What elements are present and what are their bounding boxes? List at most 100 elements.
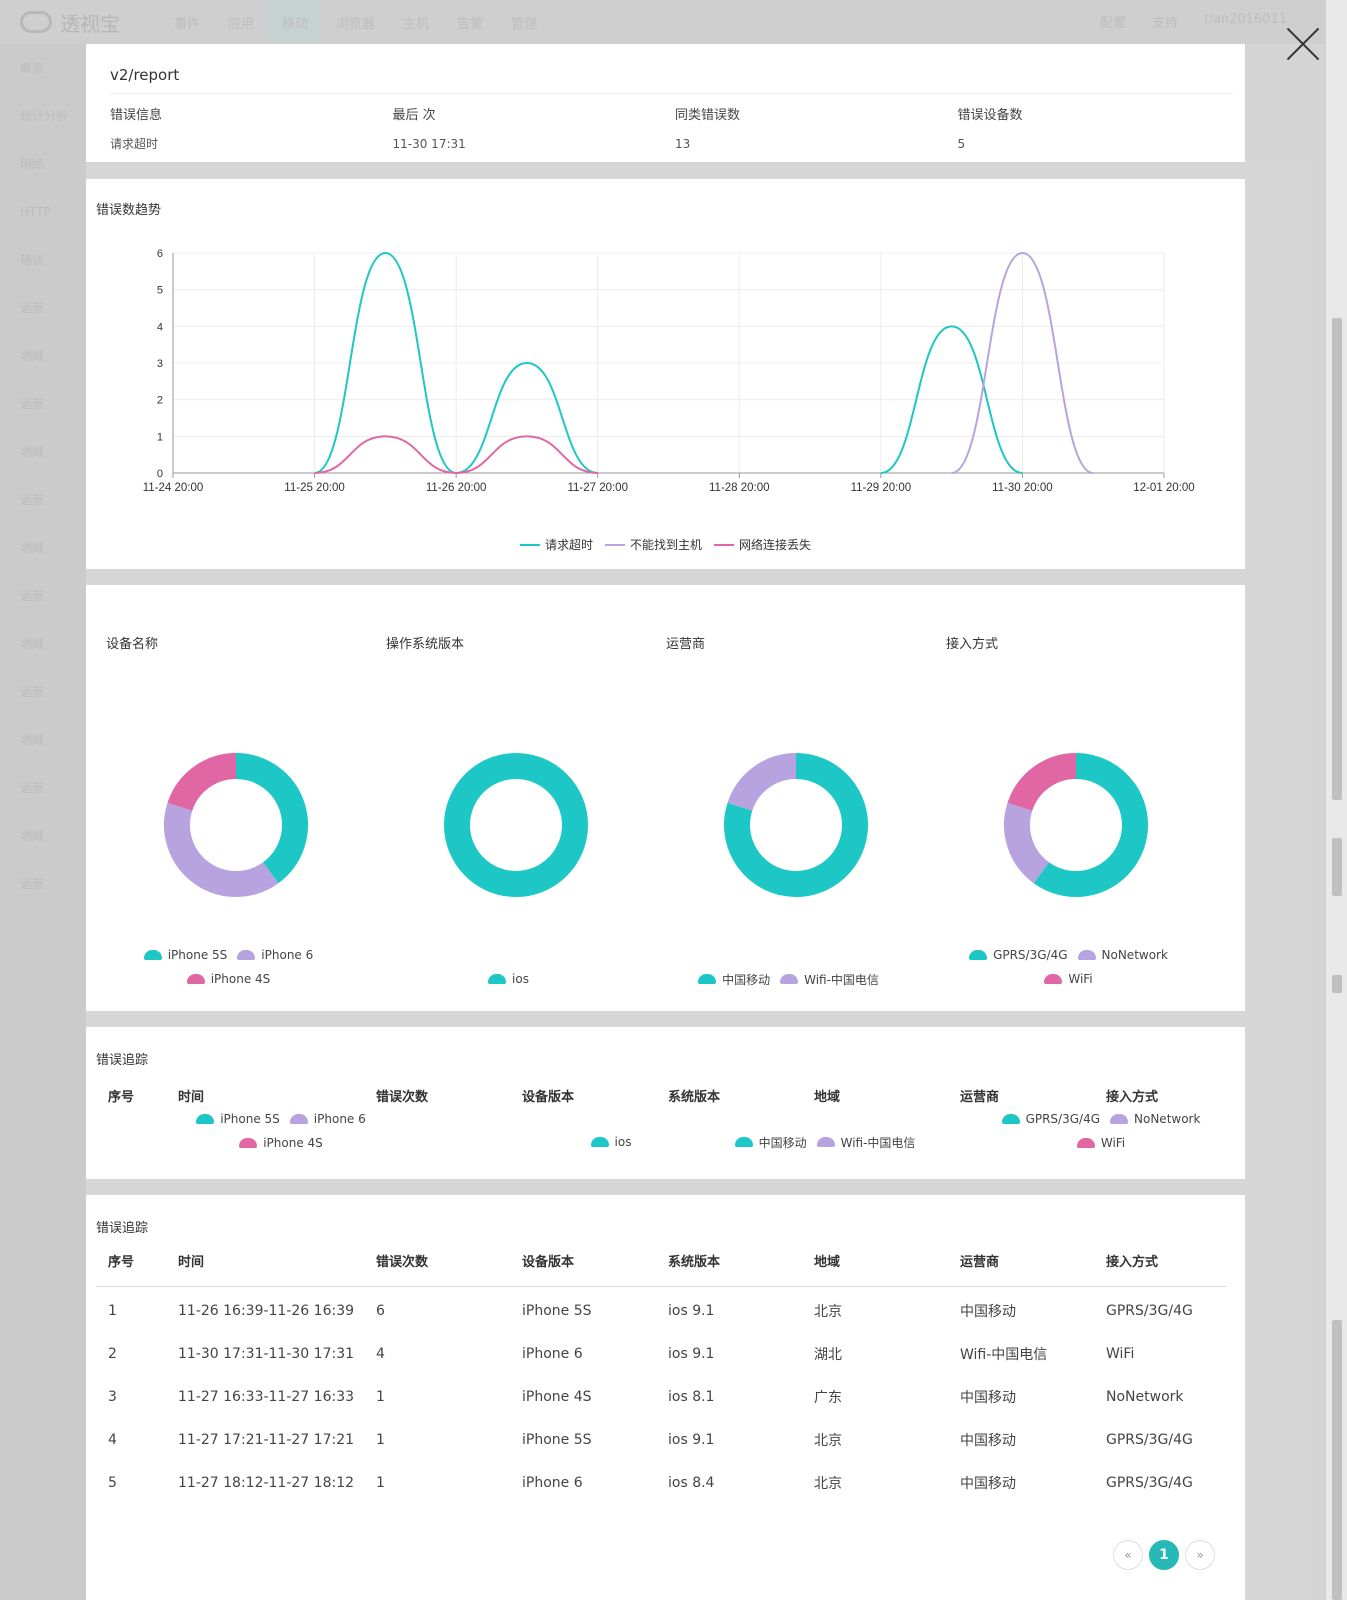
table-header-cell[interactable]: 系统版本	[668, 1090, 721, 1105]
table-cell: 11-27 17:21-11-27 17:21	[178, 1431, 355, 1448]
page-scrollbar[interactable]	[1325, 0, 1347, 1600]
donut-legend-item[interactable]: 中国移动	[734, 1130, 807, 1154]
donut-legend-item[interactable]: NoNetwork	[1077, 943, 1168, 967]
close-icon[interactable]	[1285, 25, 1321, 61]
donut-column: 操作系统版本 ios	[366, 585, 651, 1011]
donut-legend-item[interactable]: iPhone 6	[237, 943, 313, 967]
table-header-cell[interactable]: 接入方式	[1106, 1255, 1159, 1270]
donut-column: 运营商 中国移动 Wifi-中国电信	[646, 585, 931, 1011]
table-row[interactable]: 5 11-27 18:12-11-27 18:12 1 iPhone 6 ios 8.4…	[96, 1461, 1226, 1504]
donut-chart	[724, 753, 868, 897]
background-user-menu: 配置 支持 tian2016011	[1100, 12, 1287, 31]
y-tick-label: 1	[157, 431, 163, 443]
scrollbar-thumb-lower[interactable]	[1332, 1320, 1342, 1600]
background-nav-item: 主机	[403, 16, 430, 32]
donut-legend-item[interactable]: 中国移动	[698, 967, 770, 991]
table-header-cell[interactable]: 接入方式	[1106, 1090, 1159, 1105]
donut-slice	[235, 753, 308, 884]
scrollbar-thumb-tertiary[interactable]	[1332, 975, 1342, 993]
table-header-cell[interactable]: 运营商	[960, 1255, 1000, 1270]
table-header-cell[interactable]: 错误次数	[376, 1090, 429, 1105]
legend-swatch-icon	[780, 974, 799, 984]
background-sidebar-item: 地域	[20, 637, 45, 651]
scrollbar-thumb[interactable]	[1332, 318, 1342, 800]
donut-legend-item[interactable]: iPhone 5S	[196, 1107, 280, 1131]
donut-legend-item[interactable]: iPhone 6	[289, 1107, 366, 1131]
header-column-value: 11-30 17:31	[392, 137, 466, 151]
legend-swatch-icon	[1001, 1114, 1020, 1124]
y-tick-label: 0	[157, 468, 163, 480]
table-header-cell[interactable]: 地域	[814, 1255, 841, 1270]
table-header-cell[interactable]: 序号	[108, 1255, 135, 1270]
donut-column: 设备名称 iPhone 5S iPhone 6 iPhone 4S	[86, 585, 371, 1011]
app-logo: 透视宝	[20, 8, 120, 37]
donut-legend-item[interactable]: ios	[590, 1130, 632, 1154]
table-header-cell[interactable]: 序号	[108, 1090, 135, 1105]
legend-swatch-icon	[488, 974, 507, 984]
donut-legend: 中国移动 Wifi-中国电信	[646, 967, 931, 991]
background-sidebar-item: 错误	[20, 253, 45, 267]
y-tick-label: 5	[157, 285, 163, 297]
pager-page-1[interactable]: 1	[1149, 1540, 1179, 1570]
donut-legend-overlay: ios	[486, 1130, 736, 1154]
background-nav-item: 事件	[174, 16, 201, 32]
table-header-cell[interactable]: 时间	[178, 1090, 205, 1105]
table-cell: 11-26 16:39-11-26 16:39	[178, 1302, 355, 1319]
table-cell: 中国移动	[960, 1432, 1016, 1449]
table-row[interactable]: 1 11-26 16:39-11-26 16:39 6 iPhone 5S ios 9.…	[96, 1289, 1226, 1332]
donut-legend-label: WiFi	[1068, 972, 1093, 986]
donut-legend-label: iPhone 6	[313, 1112, 366, 1126]
table-row[interactable]: 4 11-27 17:21-11-27 17:21 1 iPhone 5S ios 9.…	[96, 1418, 1226, 1461]
pager-prev-button[interactable]: «	[1113, 1540, 1143, 1570]
trend-legend-label: 请求超时	[544, 538, 593, 552]
table-header-cell[interactable]: 时间	[178, 1255, 205, 1270]
table-cell: 11-30 17:31-11-30 17:31	[178, 1345, 355, 1362]
table-cell: 4	[108, 1431, 117, 1448]
donut-legend-label: ios	[614, 1135, 632, 1149]
donut-legend-item[interactable]: Wifi-中国电信	[780, 967, 879, 991]
donut-legend-item[interactable]: WiFi	[1044, 967, 1093, 991]
background-sidebar-item: 地域	[20, 445, 45, 459]
distribution-panel: 设备名称 iPhone 5S iPhone 6 iPhone 4S 操作系统版本 ios 运…	[86, 585, 1245, 1011]
donut-legend-label: GPRS/3G/4G	[993, 948, 1068, 962]
table-header-cell[interactable]: 错误次数	[376, 1255, 429, 1270]
donut-legend: GPRS/3G/4G NoNetwork WiFi	[926, 943, 1211, 991]
x-tick-label: 11-30 20:00	[992, 482, 1053, 494]
table-cell: 2	[108, 1345, 117, 1362]
y-tick-label: 6	[157, 248, 163, 260]
table-header-cell[interactable]: 运营商	[960, 1090, 1000, 1105]
pager-next-button[interactable]: »	[1185, 1540, 1215, 1570]
donut-legend-item[interactable]: iPhone 5S	[143, 943, 227, 967]
donut-legend-item[interactable]: GPRS/3G/4G	[1001, 1107, 1100, 1131]
background-sidebar-item: 统计分析	[20, 109, 69, 123]
donut-legend: iPhone 5S iPhone 6 iPhone 4S	[86, 943, 371, 991]
donut-legend-item[interactable]: iPhone 4S	[239, 1131, 323, 1155]
trend-legend-label: 网络连接丢失	[739, 538, 812, 552]
donut-legend-item[interactable]: Wifi-中国电信	[816, 1130, 915, 1154]
donut-legend-item[interactable]: GPRS/3G/4G	[969, 943, 1068, 967]
background-sidebar-item: 运营	[20, 685, 45, 699]
table-header-cell[interactable]: 地域	[814, 1090, 841, 1105]
donut-legend-item[interactable]: iPhone 4S	[186, 967, 270, 991]
table-header-cell[interactable]: 系统版本	[668, 1255, 721, 1270]
donut-legend-label: NoNetwork	[1134, 1112, 1201, 1126]
trend-legend-item[interactable]: 网络连接丢失	[714, 536, 811, 553]
donut-legend-item[interactable]: WiFi	[1076, 1131, 1125, 1155]
donut-legend-item[interactable]: ios	[488, 967, 529, 991]
header-column-label: 同类错误数	[675, 108, 741, 123]
donut-slice	[1007, 753, 1077, 812]
trend-legend-item[interactable]: 不能找到主机	[604, 536, 702, 553]
table-row[interactable]: 2 11-30 17:31-11-30 17:31 4 iPhone 6 ios 9.1…	[96, 1332, 1226, 1375]
table-cell: 北京	[814, 1475, 842, 1492]
table-header-cell[interactable]: 设备版本	[522, 1255, 575, 1270]
scrollbar-thumb-secondary[interactable]	[1332, 838, 1342, 896]
trend-legend-item[interactable]: 请求超时	[519, 536, 593, 553]
table-header-cell[interactable]: 设备版本	[522, 1090, 575, 1105]
error-trace-panel: 错误追踪 « 1 » 序号 时间 错误次数 设备版本 系统版本 地域 运营商 接入方式 1 11-…	[86, 1195, 1245, 1600]
trend-legend: 请求超时 不能找到主机 网络连接丢失	[86, 536, 1245, 553]
donut-legend-item[interactable]: NoNetwork	[1110, 1107, 1200, 1131]
donut-legend-overlay: iPhone 5S iPhone 6 iPhone 4S	[156, 1107, 406, 1155]
table-cell: GPRS/3G/4G	[1106, 1302, 1193, 1319]
table-row[interactable]: 3 11-27 16:33-11-27 16:33 1 iPhone 4S ios 8.…	[96, 1375, 1226, 1418]
table-cell: 广东	[814, 1389, 842, 1406]
